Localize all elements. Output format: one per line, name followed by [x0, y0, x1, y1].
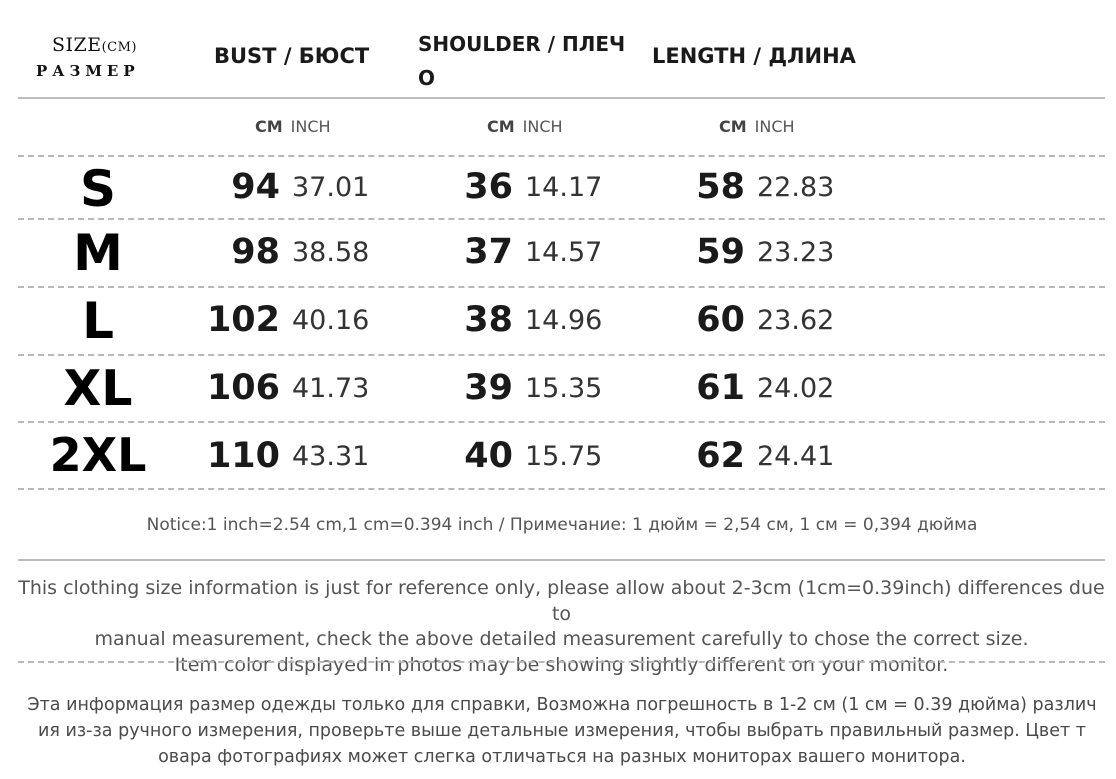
bust-unit-labels: CM INCH [255, 117, 331, 136]
section-divider [18, 661, 1105, 663]
row-divider [18, 421, 1105, 423]
shoulder-cm-value: 38 [464, 300, 513, 340]
unit-cm-label: CM [719, 117, 747, 136]
size-name-s: S [79, 160, 116, 218]
shoulder-column-header: SHOULDER / ПЛЕЧО [418, 32, 626, 90]
shoulder-inch-value: 15.75 [525, 441, 603, 472]
conversion-notice: Notice:1 inch=2.54 cm,1 cm=0.394 inch / … [146, 515, 978, 535]
header-divider [18, 97, 1105, 99]
length-cm-value: 60 [696, 300, 745, 340]
length-cm-value: 61 [696, 368, 745, 408]
bust-column-header: BUST / БЮСТ [214, 44, 370, 68]
bust-inch-value: 38.58 [292, 237, 370, 268]
unit-inch-label: INCH [522, 117, 563, 136]
disclaimer-line: This clothing size information is just f… [18, 577, 1105, 625]
bust-cm-value: 98 [231, 232, 280, 272]
size-header-russian: РАЗМЕР [36, 62, 140, 80]
shoulder-cm-value: 37 [464, 232, 513, 272]
disclaimer-line: овара фотографиях может слегка отличатьс… [158, 747, 966, 767]
length-inch-value: 23.62 [757, 305, 835, 336]
length-cm-value: 62 [696, 436, 745, 476]
bust-inch-value: 37.01 [292, 172, 370, 203]
shoulder-cm-value: 36 [464, 167, 513, 207]
unit-inch-label: INCH [754, 117, 795, 136]
bust-cm-value: 110 [206, 436, 280, 476]
length-inch-value: 23.23 [757, 237, 835, 268]
shoulder-cm-value: 40 [464, 436, 513, 476]
bust-cm-value: 102 [206, 300, 280, 340]
row-divider [18, 286, 1105, 288]
length-inch-value: 24.02 [757, 373, 835, 404]
row-divider [18, 155, 1105, 157]
length-column-header: LENGTH / ДЛИНА [652, 44, 856, 68]
size-name-m: M [73, 224, 123, 282]
bust-inch-value: 41.73 [292, 373, 370, 404]
shoulder-unit-labels: CM INCH [487, 117, 563, 136]
shoulder-inch-value: 14.17 [525, 172, 603, 203]
size-header-label: SIZE [52, 34, 102, 56]
bust-inch-value: 43.31 [292, 441, 370, 472]
bust-inch-value: 40.16 [292, 305, 370, 336]
bust-cm-value: 94 [231, 167, 280, 207]
shoulder-inch-value: 15.35 [525, 373, 603, 404]
size-name-l: L [82, 292, 114, 350]
row-divider [18, 488, 1105, 490]
section-divider [18, 559, 1105, 561]
length-cm-value: 59 [696, 232, 745, 272]
unit-cm-label: CM [255, 117, 283, 136]
bust-cm-value: 106 [206, 368, 280, 408]
disclaimer-line: ия из-за ручного измерения, проверьте вы… [38, 721, 1086, 741]
disclaimer-english: This clothing size information is just f… [18, 576, 1105, 678]
shoulder-inch-value: 14.96 [525, 305, 603, 336]
size-name-xl: XL [63, 360, 133, 417]
unit-inch-label: INCH [290, 117, 331, 136]
length-unit-labels: CM INCH [719, 117, 795, 136]
disclaimer-line: manual measurement, check the above deta… [94, 628, 1029, 650]
size-name-2xl: 2XL [49, 428, 147, 482]
size-header-unit: (CM) [101, 40, 137, 55]
length-inch-value: 24.41 [757, 441, 835, 472]
disclaimer-line: Эта информация размер одежды только для … [27, 695, 1097, 715]
length-inch-value: 22.83 [757, 172, 835, 203]
shoulder-cm-value: 39 [464, 368, 513, 408]
disclaimer-russian: Эта информация размер одежды только для … [22, 692, 1102, 770]
row-divider [18, 354, 1105, 356]
unit-cm-label: CM [487, 117, 515, 136]
disclaimer-line: Item color displayed in photos may be sh… [174, 653, 949, 676]
length-cm-value: 58 [696, 167, 745, 207]
row-divider [18, 218, 1105, 220]
shoulder-inch-value: 14.57 [525, 237, 603, 268]
size-column-header: SIZE(CM) [52, 34, 137, 56]
